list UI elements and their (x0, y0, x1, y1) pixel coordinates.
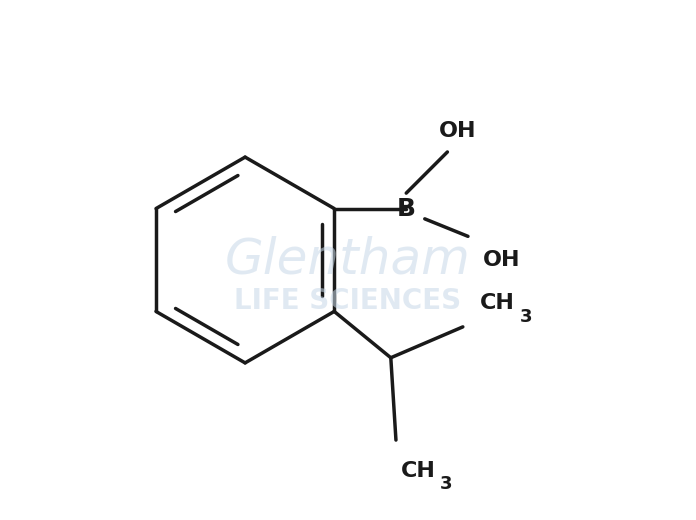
Text: Glentham: Glentham (225, 236, 471, 284)
Text: OH: OH (483, 250, 521, 270)
Text: CH: CH (401, 461, 436, 481)
Text: 3: 3 (440, 475, 452, 493)
Text: OH: OH (439, 121, 477, 141)
Text: CH: CH (480, 293, 515, 313)
Text: B: B (397, 197, 416, 220)
Text: LIFE SCIENCES: LIFE SCIENCES (235, 287, 461, 315)
Text: 3: 3 (519, 308, 532, 326)
